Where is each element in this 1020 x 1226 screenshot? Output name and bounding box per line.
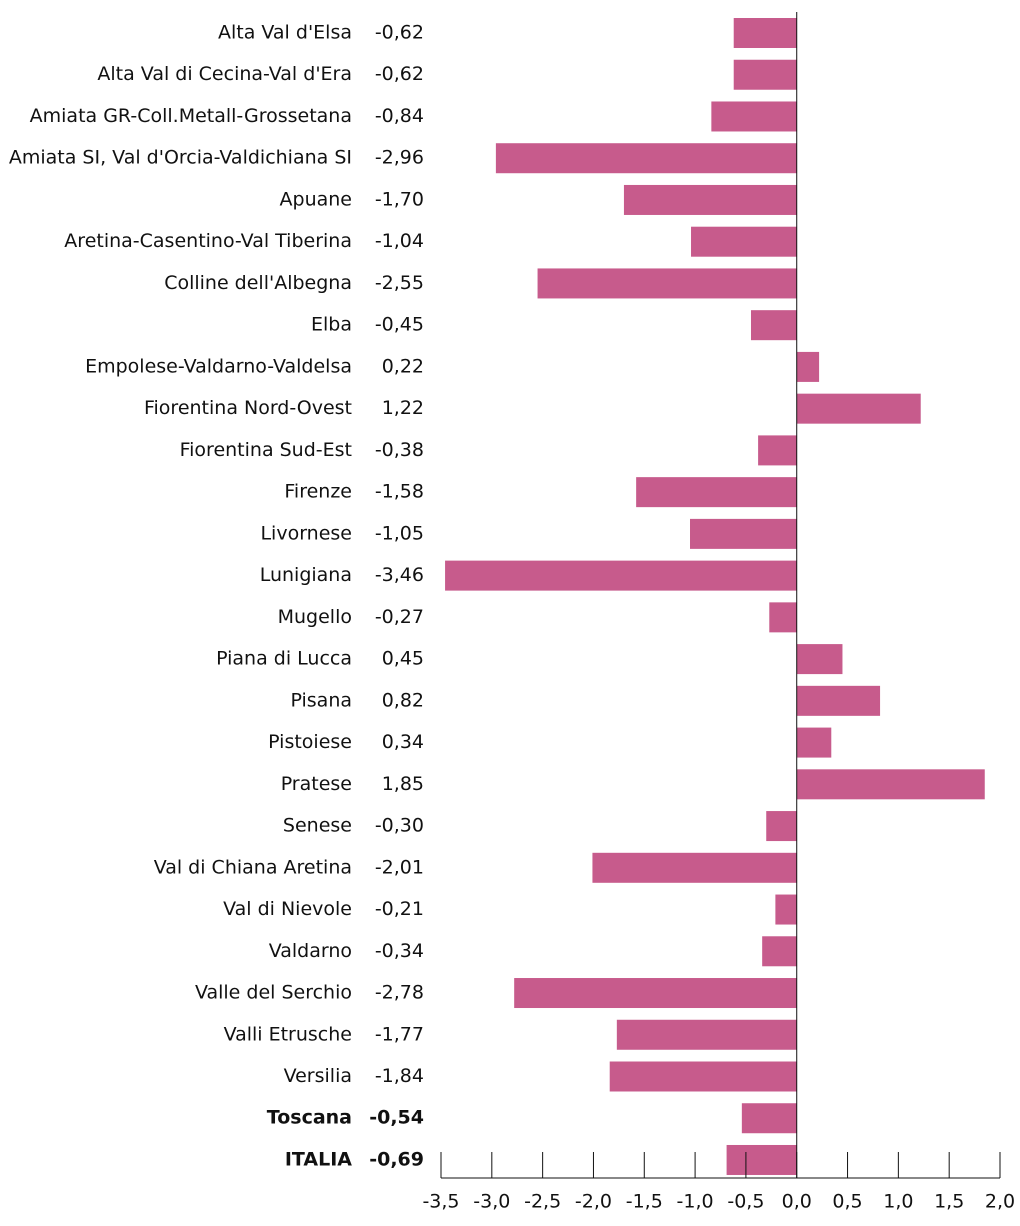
- bar: [796, 727, 832, 758]
- category-label: Firenze: [284, 481, 352, 503]
- value-label: -0,62: [375, 63, 424, 85]
- category-label: Alta Val d'Elsa: [218, 22, 352, 44]
- category-label: Fiorentina Nord-Ovest: [144, 397, 352, 419]
- bar: [537, 268, 797, 299]
- bar: [741, 1103, 797, 1134]
- category-label: Amiata SI, Val d'Orcia-Valdichiana SI: [9, 147, 352, 169]
- value-label: -0,30: [375, 815, 424, 837]
- category-label: Val di Nievole: [223, 898, 352, 920]
- category-label: Val di Chiana Aretina: [154, 856, 352, 878]
- value-label: -0,45: [375, 314, 424, 336]
- bar: [711, 101, 797, 132]
- bar: [445, 560, 797, 591]
- value-label: 0,45: [382, 648, 424, 670]
- value-label: -2,01: [375, 856, 424, 878]
- bar: [769, 602, 797, 633]
- category-label: Valli Etrusche: [224, 1023, 352, 1045]
- bar: [609, 1061, 797, 1092]
- category-label: Colline dell'Albegna: [164, 272, 352, 294]
- value-label: 1,22: [382, 397, 424, 419]
- category-label: Aretina-Casentino-Val Tiberina: [64, 230, 352, 252]
- value-label: -3,46: [375, 564, 424, 586]
- value-label: 1,85: [382, 773, 424, 795]
- value-label: -2,55: [375, 272, 424, 294]
- value-label: -0,54: [369, 1107, 424, 1129]
- value-label: -1,05: [375, 522, 424, 544]
- x-tick-label: -1,5: [626, 1191, 663, 1213]
- bar: [733, 18, 797, 48]
- category-label: Pisana: [290, 689, 352, 711]
- category-label: Livornese: [260, 522, 352, 544]
- value-label: -0,34: [375, 940, 424, 962]
- x-tick-label: -3,5: [422, 1191, 459, 1213]
- value-label: -1,04: [375, 230, 424, 252]
- category-label: ITALIA: [285, 1148, 352, 1170]
- bar: [514, 978, 797, 1009]
- x-tick-label: -3,0: [473, 1191, 510, 1213]
- bar: [775, 894, 797, 925]
- bar: [495, 143, 797, 174]
- category-label: Versilia: [284, 1065, 352, 1087]
- category-label: Alta Val di Cecina-Val d'Era: [97, 63, 352, 85]
- value-label: -0,69: [369, 1148, 424, 1170]
- category-label: Fiorentina Sud-Est: [180, 439, 352, 461]
- value-label: -0,21: [375, 898, 424, 920]
- value-label: -1,58: [375, 481, 424, 503]
- category-label: Empolese-Valdarno-Valdelsa: [85, 355, 352, 377]
- value-label: -0,62: [375, 22, 424, 44]
- bar: [796, 685, 881, 716]
- bar: [726, 1144, 797, 1175]
- value-label: -2,96: [375, 147, 424, 169]
- category-label: Amiata GR-Coll.Metall-Grossetana: [30, 105, 352, 127]
- category-label: Mugello: [278, 606, 352, 628]
- bar: [750, 310, 797, 341]
- x-tick-label: -2,0: [575, 1191, 612, 1213]
- x-tick-label: -0,5: [727, 1191, 764, 1213]
- category-label: Valdarno: [269, 940, 352, 962]
- bar: [623, 184, 797, 215]
- x-tick-label: 0,5: [832, 1191, 862, 1213]
- x-tick-label: -2,5: [524, 1191, 561, 1213]
- value-label: 0,22: [382, 355, 424, 377]
- bar: [758, 435, 797, 466]
- value-label: -0,84: [375, 105, 424, 127]
- category-label: Pistoiese: [268, 731, 352, 753]
- bar: [796, 393, 921, 424]
- value-label: -0,38: [375, 439, 424, 461]
- bar: [762, 936, 797, 967]
- x-tick-label: 1,5: [934, 1191, 964, 1213]
- category-label: Valle del Serchio: [195, 982, 352, 1004]
- value-label: -1,84: [375, 1065, 424, 1087]
- value-label: -1,77: [375, 1023, 424, 1045]
- bar: [691, 226, 797, 257]
- bar: [733, 59, 797, 90]
- x-tick-label: -1,0: [677, 1191, 714, 1213]
- category-label: Lunigiana: [260, 564, 352, 586]
- value-label: -1,70: [375, 188, 424, 210]
- bar: [592, 852, 797, 883]
- bar: [796, 769, 985, 800]
- category-label: Toscana: [267, 1107, 352, 1129]
- category-label: Apuane: [280, 188, 352, 210]
- bar: [616, 1019, 797, 1050]
- value-label: -2,78: [375, 982, 424, 1004]
- x-tick-label: 2,0: [985, 1191, 1015, 1213]
- bar: [796, 644, 843, 675]
- value-label: 0,34: [382, 731, 424, 753]
- category-label: Senese: [283, 815, 352, 837]
- bar: [690, 518, 797, 549]
- value-label: 0,82: [382, 689, 424, 711]
- x-tick-label: 0,0: [782, 1191, 812, 1213]
- bar: [796, 351, 820, 382]
- category-label: Pratese: [281, 773, 352, 795]
- bar: [766, 811, 797, 842]
- category-label: Piana di Lucca: [216, 648, 352, 670]
- value-label: -0,27: [375, 606, 424, 628]
- bar: [636, 477, 797, 508]
- category-label: Elba: [311, 314, 352, 336]
- x-tick-label: 1,0: [883, 1191, 913, 1213]
